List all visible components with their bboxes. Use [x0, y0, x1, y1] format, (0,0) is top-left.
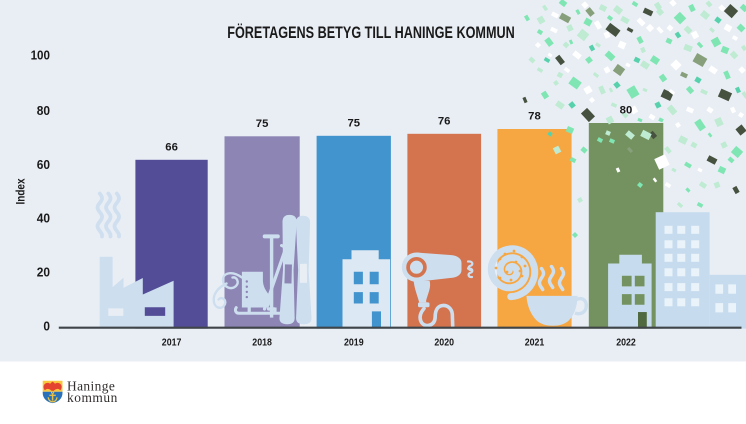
svg-text:100: 100 — [31, 48, 50, 63]
svg-text:kommun: kommun — [67, 390, 118, 405]
svg-text:2020: 2020 — [434, 338, 454, 349]
svg-text:75: 75 — [256, 118, 269, 130]
svg-text:66: 66 — [165, 141, 178, 153]
svg-text:Index: Index — [14, 178, 28, 204]
svg-text:FÖRETAGENS BETYG TILL HANINGE: FÖRETAGENS BETYG TILL HANINGE KOMMUN — [227, 23, 515, 42]
svg-text:0: 0 — [43, 319, 50, 334]
svg-text:78: 78 — [528, 111, 541, 123]
svg-text:2019: 2019 — [344, 338, 364, 349]
svg-text:2021: 2021 — [525, 338, 545, 349]
svg-text:60: 60 — [37, 157, 50, 172]
svg-text:80: 80 — [620, 105, 633, 117]
svg-text:2018: 2018 — [252, 338, 272, 349]
svg-text:75: 75 — [348, 117, 361, 129]
svg-text:20: 20 — [37, 265, 50, 280]
svg-text:Haninge: Haninge — [67, 378, 115, 393]
svg-text:76: 76 — [438, 115, 451, 127]
svg-text:40: 40 — [37, 211, 50, 226]
svg-text:2017: 2017 — [162, 338, 182, 349]
svg-text:80: 80 — [37, 103, 50, 118]
svg-text:2022: 2022 — [616, 338, 636, 349]
